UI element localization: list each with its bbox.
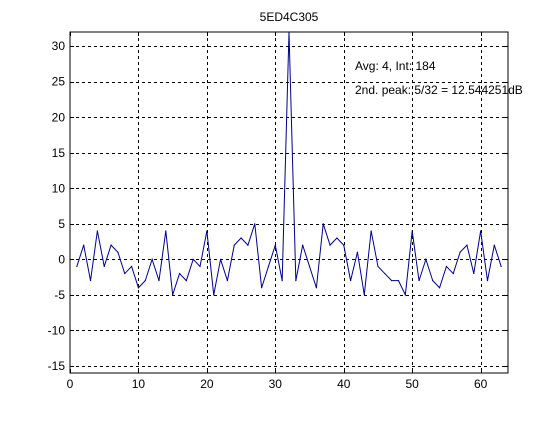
data-point-12 — [151, 258, 153, 260]
data-point-35 — [308, 265, 311, 268]
data-point-41 — [349, 280, 352, 282]
axis-ticks: 0 10 20 30 40 50 60 -15 -10 -5 0 5 10 15 20 25 30 — [48, 32, 508, 391]
data-point-3 — [89, 280, 92, 282]
y-tick-label--5: -5 — [54, 288, 65, 302]
data-point-33 — [295, 280, 297, 282]
data-point-36 — [315, 287, 317, 289]
data-point-2 — [83, 244, 85, 246]
data-point-60 — [480, 230, 482, 232]
data-point-44 — [370, 230, 372, 232]
data-point-62 — [493, 244, 495, 246]
y-tick-label-10: 10 — [52, 181, 66, 195]
y-tick-label-20: 20 — [52, 110, 66, 124]
data-point-46 — [384, 272, 386, 275]
data-point-29 — [267, 265, 270, 268]
data-point-43 — [363, 294, 365, 296]
x-tick-label-10: 10 — [132, 377, 146, 391]
series-layer — [76, 31, 502, 297]
annotation-second-peak: 2nd. peak: 5/32 = 12.544251dB — [355, 83, 523, 97]
data-point-23 — [226, 280, 229, 282]
data-point-4 — [96, 230, 98, 232]
data-point-14 — [165, 230, 167, 232]
data-point-57 — [459, 251, 461, 253]
y-tick-label-5: 5 — [58, 217, 65, 231]
x-tick-label-0: 0 — [67, 377, 74, 391]
y-tick-label--15: -15 — [48, 359, 66, 373]
data-point-34 — [302, 244, 304, 246]
data-point-52 — [425, 258, 427, 260]
data-point-51 — [418, 280, 420, 282]
data-point-7 — [117, 251, 119, 253]
data-point-48 — [397, 280, 400, 282]
data-point-9 — [130, 265, 133, 268]
data-point-13 — [158, 280, 160, 282]
data-point-40 — [343, 244, 345, 246]
x-tick-label-40: 40 — [337, 377, 351, 391]
data-point-61 — [486, 280, 489, 282]
data-point-19 — [199, 265, 201, 268]
data-point-32 — [288, 31, 290, 33]
x-tick-label-60: 60 — [474, 377, 488, 391]
data-point-11 — [144, 280, 146, 282]
data-point-30 — [274, 244, 276, 246]
data-point-55 — [445, 265, 448, 268]
data-point-25 — [240, 237, 242, 239]
data-point-54 — [438, 287, 441, 289]
data-point-63 — [500, 265, 502, 268]
data-point-5 — [103, 265, 105, 268]
data-point-49 — [404, 294, 406, 296]
y-tick-label--10: -10 — [48, 323, 66, 337]
data-point-8 — [124, 272, 126, 275]
data-point-59 — [473, 272, 475, 275]
data-point-20 — [206, 230, 208, 232]
data-point-28 — [261, 287, 263, 289]
data-point-58 — [466, 244, 468, 246]
data-point-42 — [356, 251, 359, 253]
data-point-10 — [137, 287, 140, 289]
y-tick-label-25: 25 — [52, 75, 66, 89]
data-point-50 — [411, 230, 413, 232]
data-point-18 — [192, 258, 194, 260]
data-point-16 — [178, 272, 181, 275]
data-point-38 — [329, 244, 331, 246]
data-point-21 — [213, 294, 215, 296]
data-point-26 — [247, 244, 249, 246]
data-point-53 — [432, 280, 434, 282]
data-point-31 — [281, 280, 283, 282]
y-tick-label-15: 15 — [52, 146, 66, 160]
x-tick-label-30: 30 — [269, 377, 283, 391]
chart-title: 5ED4C305 — [260, 10, 319, 24]
annotation-avg-int: Avg: 4, Int: 184 — [355, 59, 436, 73]
data-point-45 — [377, 265, 379, 268]
data-point-6 — [110, 244, 112, 246]
data-point-39 — [336, 237, 338, 239]
data-point-17 — [185, 280, 187, 282]
data-point-47 — [391, 280, 393, 282]
data-point-37 — [322, 223, 324, 225]
data-point-1 — [76, 265, 78, 268]
y-tick-label-0: 0 — [58, 252, 65, 266]
data-point-15 — [172, 294, 174, 296]
y-tick-label-30: 30 — [52, 39, 66, 53]
data-point-27 — [254, 223, 256, 225]
data-point-24 — [233, 244, 235, 246]
data-point-56 — [452, 272, 454, 275]
data-point-22 — [219, 258, 222, 260]
x-tick-label-50: 50 — [406, 377, 420, 391]
x-tick-label-20: 20 — [200, 377, 214, 391]
